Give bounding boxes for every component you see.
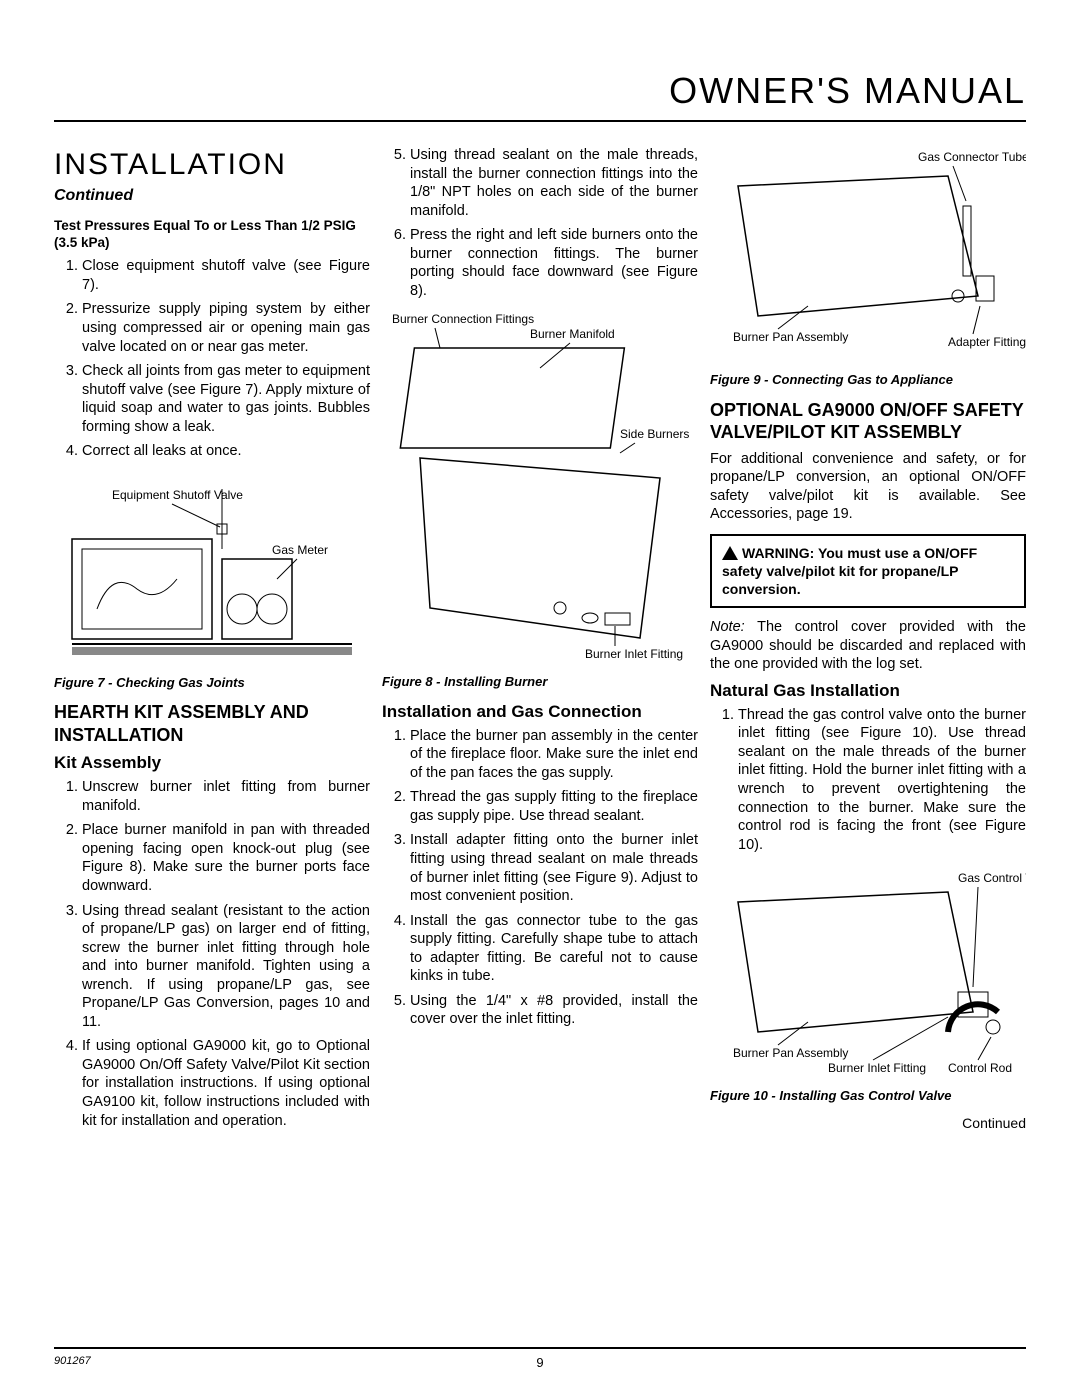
- test-pressure-title: Test Pressures Equal To or Less Than 1/2…: [54, 217, 370, 252]
- hearth-kit-heading: HEARTH KIT ASSEMBLY AND INSTALLATION: [54, 701, 370, 746]
- list-item: Using the 1/4" x #8 provided, install th…: [410, 992, 698, 1029]
- list-item: Check all joints from gas meter to equip…: [82, 362, 370, 436]
- fig9-label-b: Burner Pan Assembly: [733, 330, 848, 344]
- list-item: If using optional GA9000 kit, go to Opti…: [82, 1037, 370, 1130]
- figure-8: Burner Connection Fittings Burner Manifo…: [382, 308, 698, 668]
- optional-ga9000-heading: OPTIONAL GA9000 ON/OFF SAFETY VALVE/PILO…: [710, 399, 1026, 444]
- list-item: Install the gas connector tube to the ga…: [410, 912, 698, 986]
- warning-icon: [722, 546, 738, 560]
- note-label: Note:: [710, 619, 745, 635]
- kit-assembly-steps: Unscrew burner inlet fitting from burner…: [54, 778, 370, 1130]
- kit-assembly-heading: Kit Assembly: [54, 752, 370, 774]
- test-pressure-steps: Close equipment shutoff valve (see Figur…: [54, 257, 370, 460]
- natural-gas-steps: Thread the gas control valve onto the bu…: [710, 706, 1026, 854]
- doc-number: 901267: [54, 1355, 91, 1367]
- note-body: The control cover provided with the GA90…: [710, 619, 1026, 672]
- continued-footer: Continued: [710, 1115, 1026, 1133]
- list-item: Correct all leaks at once.: [82, 442, 370, 461]
- figure-10: Gas Control Valve Burner Pan Assembly Bu…: [710, 862, 1026, 1082]
- fig10-label-c: Burner Inlet Fitting: [828, 1061, 926, 1075]
- content-columns: INSTALLATION Continued Test Pressures Eq…: [54, 146, 1026, 1138]
- page-footer: 901267 9: [54, 1347, 1026, 1367]
- column-2: Using thread sealant on the male threads…: [382, 146, 698, 1138]
- fig7-label-b: Gas Meter: [272, 543, 328, 557]
- installation-heading: INSTALLATION: [54, 146, 370, 184]
- fig8-label-a: Burner Connection Fittings: [392, 312, 534, 326]
- fig10-label-d: Control Rod: [948, 1061, 1012, 1075]
- fig10-label-a: Gas Control Valve: [958, 871, 1026, 885]
- fig8-label-d: Burner Inlet Fitting: [585, 647, 683, 661]
- list-item: Using thread sealant (resistant to the a…: [82, 902, 370, 1032]
- list-item: Thread the gas control valve onto the bu…: [738, 706, 1026, 854]
- natural-gas-heading: Natural Gas Installation: [710, 680, 1026, 702]
- list-item: Using thread sealant on the male threads…: [410, 146, 698, 220]
- fig10-label-b: Burner Pan Assembly: [733, 1046, 848, 1060]
- figure-7-caption: Figure 7 - Checking Gas Joints: [54, 675, 370, 692]
- column-1: INSTALLATION Continued Test Pressures Eq…: [54, 146, 370, 1138]
- optional-body: For additional convenience and safety, o…: [710, 450, 1026, 524]
- continued-label: Continued: [54, 186, 370, 206]
- list-item: Press the right and left side burners on…: [410, 226, 698, 300]
- column-3: Gas Connector Tube Burner Pan Assembly A…: [710, 146, 1026, 1138]
- figure-8-caption: Figure 8 - Installing Burner: [382, 674, 698, 691]
- list-item: Install adapter fitting onto the burner …: [410, 831, 698, 905]
- install-gas-heading: Installation and Gas Connection: [382, 701, 698, 723]
- page-number: 9: [536, 1355, 543, 1370]
- list-item: Place the burner pan assembly in the cen…: [410, 727, 698, 783]
- figure-10-caption: Figure 10 - Installing Gas Control Valve: [710, 1088, 1026, 1105]
- list-item: Unscrew burner inlet fitting from burner…: [82, 778, 370, 815]
- figure-9: Gas Connector Tube Burner Pan Assembly A…: [710, 146, 1026, 366]
- list-item: Close equipment shutoff valve (see Figur…: [82, 257, 370, 294]
- fig8-label-b: Burner Manifold: [530, 327, 615, 341]
- note-paragraph: Note: The control cover provided with th…: [710, 618, 1026, 674]
- install-gas-steps: Place the burner pan assembly in the cen…: [382, 727, 698, 1029]
- warning-box: WARNING: You must use a ON/OFF safety va…: [710, 534, 1026, 609]
- header-title: OWNER'S MANUAL: [54, 70, 1026, 122]
- col2-top-steps: Using thread sealant on the male threads…: [382, 146, 698, 300]
- figure-9-caption: Figure 9 - Connecting Gas to Appliance: [710, 372, 1026, 389]
- warning-text: WARNING: You must use a ON/OFF safety va…: [722, 545, 977, 597]
- fig8-label-c: Side Burners: [620, 427, 689, 441]
- list-item: Thread the gas supply fitting to the fir…: [410, 788, 698, 825]
- list-item: Place burner manifold in pan with thread…: [82, 821, 370, 895]
- fig9-label-c: Adapter Fitting: [948, 335, 1026, 349]
- fig7-label-a: Equipment Shutoff Valve: [112, 488, 243, 502]
- fig9-label-a: Gas Connector Tube: [918, 150, 1026, 164]
- list-item: Pressurize supply piping system by eithe…: [82, 300, 370, 356]
- figure-7: Equipment Shutoff Valve Gas Meter: [54, 469, 370, 669]
